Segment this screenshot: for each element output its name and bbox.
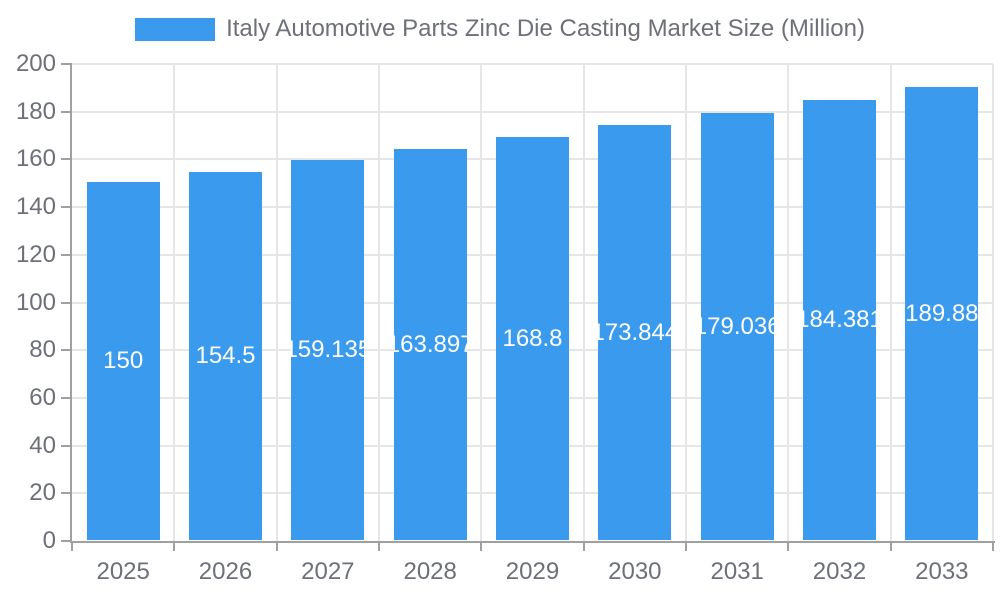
y-axis-tick <box>61 63 72 65</box>
x-tick-label: 2031 <box>710 558 764 585</box>
bar[interactable]: 168.8 <box>496 137 569 540</box>
x-axis-tick <box>275 541 278 551</box>
x-grid-line <box>889 64 892 541</box>
y-axis-tick <box>61 253 72 256</box>
x-grid-line <box>275 64 278 541</box>
x-grid-line <box>582 64 585 541</box>
x-axis-tick <box>889 541 892 551</box>
bar[interactable]: 154.5 <box>189 171 262 540</box>
y-tick-label: 140 <box>15 193 56 221</box>
bar[interactable]: 184.381 <box>803 100 876 540</box>
bar[interactable]: 159.135 <box>291 160 365 540</box>
bar-value-label: 163.897 <box>394 330 467 358</box>
y-tick-label: 100 <box>15 288 56 316</box>
y-axis-tick <box>61 110 72 113</box>
y-axis-line <box>70 64 72 541</box>
y-tick-label: 120 <box>15 240 56 268</box>
y-axis-tick <box>61 206 72 209</box>
y-grid-line <box>72 63 993 65</box>
x-tick-label: 2033 <box>915 558 969 585</box>
x-axis-tick <box>378 541 380 551</box>
x-axis-line <box>70 541 995 543</box>
bar-value-label: 150 <box>103 347 144 375</box>
y-axis-tick <box>61 158 72 161</box>
x-tick-label: 2032 <box>812 558 867 585</box>
legend[interactable]: Italy Automotive Parts Zinc Die Casting … <box>0 14 1000 44</box>
y-axis-tick <box>61 492 72 495</box>
legend-swatch[interactable] <box>135 17 216 41</box>
x-axis-tick <box>480 541 483 551</box>
x-grid-line <box>173 64 176 541</box>
bar[interactable]: 189.88 <box>905 87 979 540</box>
y-tick-label: 160 <box>15 145 56 173</box>
x-tick-label: 2027 <box>301 558 355 585</box>
plot-area: 150 154.5 159.135 163.897 168.8 173.844 179.03… <box>70 63 995 543</box>
y-tick-label: 40 <box>29 431 56 459</box>
bar-value-label: 179.036 <box>701 312 774 340</box>
x-grid-line <box>378 64 380 541</box>
y-tick-label: 20 <box>29 479 56 507</box>
x-axis-tick <box>787 541 790 551</box>
bar-value-label: 189.88 <box>905 299 979 327</box>
x-tick-label: 2028 <box>403 558 457 585</box>
y-tick-label: 80 <box>29 336 56 364</box>
x-tick-label: 2026 <box>198 558 253 585</box>
y-tick-label: 60 <box>29 383 56 411</box>
x-grid-line <box>992 64 994 541</box>
x-axis-tick <box>582 541 585 551</box>
x-tick-label: 2025 <box>96 558 150 585</box>
x-grid-line <box>685 64 687 541</box>
bar-value-label: 154.5 <box>195 341 256 369</box>
legend-label[interactable]: Italy Automotive Parts Zinc Die Casting … <box>226 15 865 42</box>
y-axis-tick <box>61 349 72 352</box>
x-axis-tick <box>71 541 73 551</box>
x-axis-tick <box>685 541 687 551</box>
bar[interactable]: 179.036 <box>700 113 774 540</box>
bar-value-label: 173.844 <box>598 318 671 346</box>
x-tick-label: 2030 <box>608 558 662 585</box>
bar[interactable]: 173.844 <box>598 125 672 540</box>
y-tick-label: 200 <box>15 50 56 77</box>
x-grid-line <box>787 64 790 541</box>
x-grid-line <box>480 64 483 541</box>
y-tick-label: 0 <box>42 527 56 554</box>
bar-value-label: 168.8 <box>502 324 563 352</box>
x-tick-label: 2029 <box>505 558 560 585</box>
bar[interactable]: 163.897 <box>393 149 467 540</box>
y-grid-line <box>72 110 993 113</box>
y-axis-tick <box>61 301 72 304</box>
bar-value-label: 159.135 <box>291 336 364 364</box>
x-axis-tick <box>173 541 176 551</box>
y-axis-tick <box>61 396 72 399</box>
y-axis-tick <box>61 444 72 447</box>
bar-value-label: 184.381 <box>803 306 876 334</box>
y-tick-label: 180 <box>15 97 56 125</box>
y-axis-tick <box>61 540 72 542</box>
x-axis-tick <box>992 541 994 551</box>
bar[interactable]: 150 <box>86 182 160 540</box>
